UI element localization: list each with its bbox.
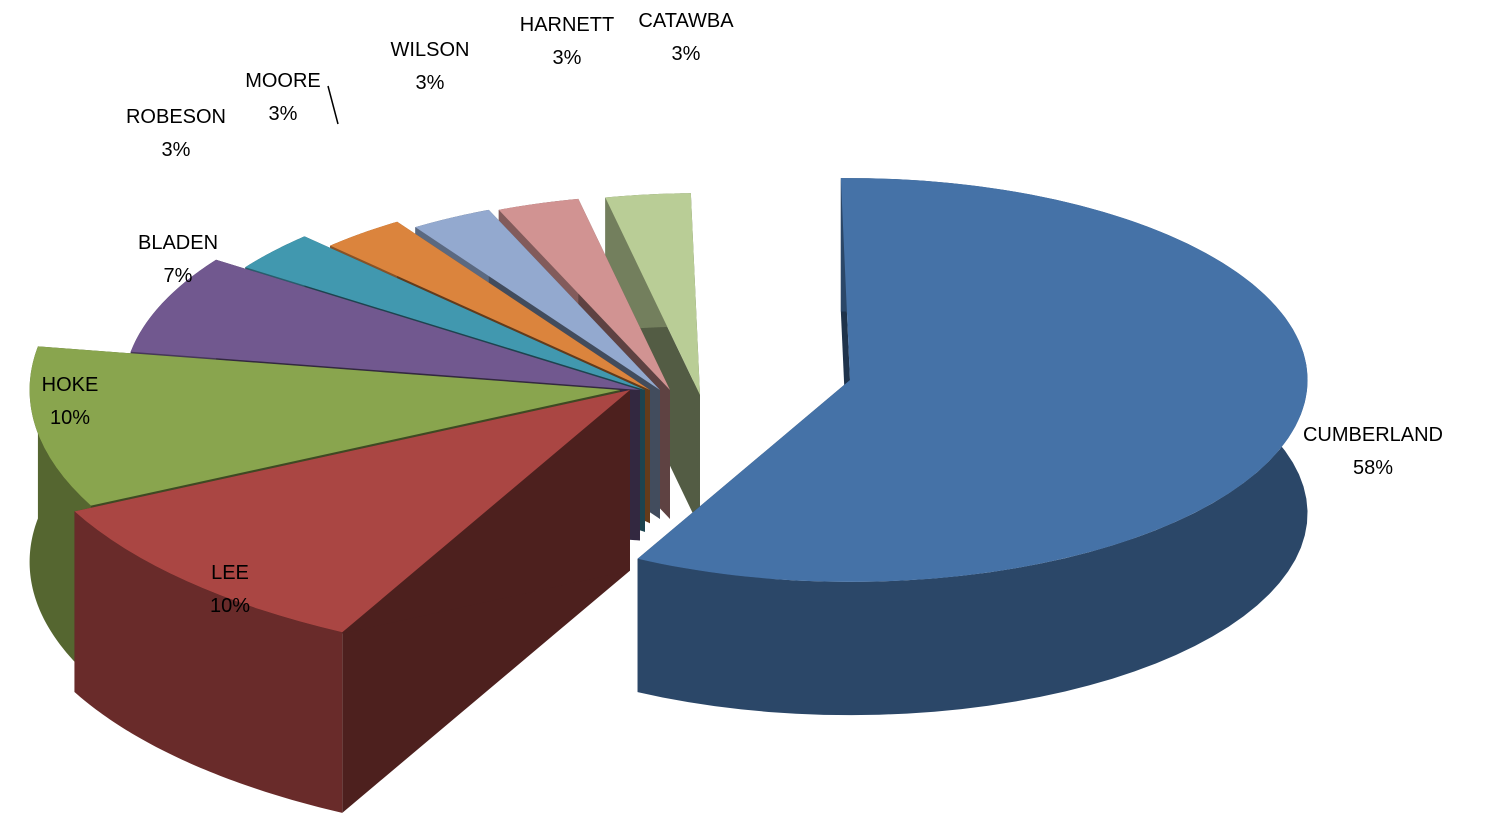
slice-top-cumberland — [637, 178, 1308, 582]
slice-top-hoke — [29, 346, 620, 506]
slice-top-wilson — [415, 209, 660, 390]
data-label-value-moore: 3% — [269, 103, 298, 125]
data-label-name-harnett: HARNETT — [520, 14, 614, 36]
slice-top-harnett — [498, 198, 670, 390]
slice-top-bladen — [130, 259, 640, 390]
data-label-value-hoke: 10% — [50, 407, 90, 429]
data-label-name-hoke: HOKE — [42, 374, 99, 396]
slice-lee — [74, 390, 631, 813]
leader-line-moore — [327, 85, 339, 125]
slice-top-catawba — [605, 193, 700, 395]
data-label-name-cumberland: CUMBERLAND — [1303, 424, 1443, 446]
data-label-value-bladen: 7% — [164, 265, 193, 287]
data-label-value-cumberland: 58% — [1353, 457, 1393, 479]
data-label-value-harnett: 3% — [553, 47, 582, 69]
slice-top-robeson — [245, 236, 645, 390]
slice-rim-lee — [74, 511, 343, 813]
data-label-name-robeson: ROBESON — [126, 106, 226, 128]
data-label-name-lee: LEE — [211, 562, 249, 584]
data-label-value-robeson: 3% — [162, 139, 191, 161]
slice-top-moore — [330, 221, 650, 390]
data-label-value-lee: 10% — [210, 595, 250, 617]
slice-cumberland — [637, 178, 1308, 716]
slice-top-lee — [74, 390, 631, 633]
data-label-name-bladen: BLADEN — [138, 232, 218, 254]
data-label-value-wilson: 3% — [416, 72, 445, 94]
data-label-value-catawba: 3% — [672, 43, 701, 65]
data-label-name-moore: MOORE — [245, 70, 321, 92]
data-label-name-wilson: WILSON — [391, 39, 470, 61]
data-label-name-catawba: CATAWBA — [638, 10, 734, 32]
